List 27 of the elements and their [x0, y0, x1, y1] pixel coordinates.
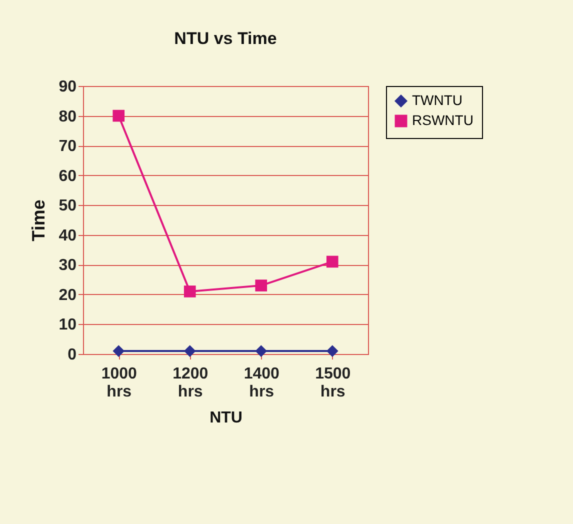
legend-label: RSWNTU — [412, 112, 474, 128]
point — [255, 280, 268, 292]
x-tick-label: 1200 hrs — [172, 366, 208, 400]
y-tick-label: 80 — [58, 108, 77, 126]
x-tick-label: 1000 hrs — [101, 366, 138, 400]
point — [184, 286, 196, 298]
y-tick-label: 10 — [58, 316, 77, 334]
y-axis-title: Time — [28, 200, 49, 242]
y-tick-label: 40 — [58, 227, 77, 244]
point — [326, 345, 338, 357]
y-tick-label: 50 — [58, 198, 77, 215]
chart-title: NTU vs Time — [174, 29, 277, 48]
y-tick-label: 60 — [58, 168, 77, 185]
point — [255, 345, 268, 357]
y-tick-label: 90 — [58, 78, 77, 96]
point — [326, 256, 338, 268]
point — [112, 345, 125, 357]
x-tick-label: 1500 hrs — [315, 366, 351, 400]
point — [112, 110, 125, 122]
x-tick-label: 1400 hrs — [244, 366, 280, 400]
y-tick-label: 30 — [58, 257, 77, 274]
point — [184, 345, 196, 357]
legend-label: TWNTU — [412, 92, 463, 108]
y-tick-label: 20 — [58, 286, 77, 304]
y-tick-label: 70 — [58, 138, 77, 156]
y-tick-label: 0 — [68, 346, 77, 364]
x-axis-title: NTU — [210, 410, 242, 426]
